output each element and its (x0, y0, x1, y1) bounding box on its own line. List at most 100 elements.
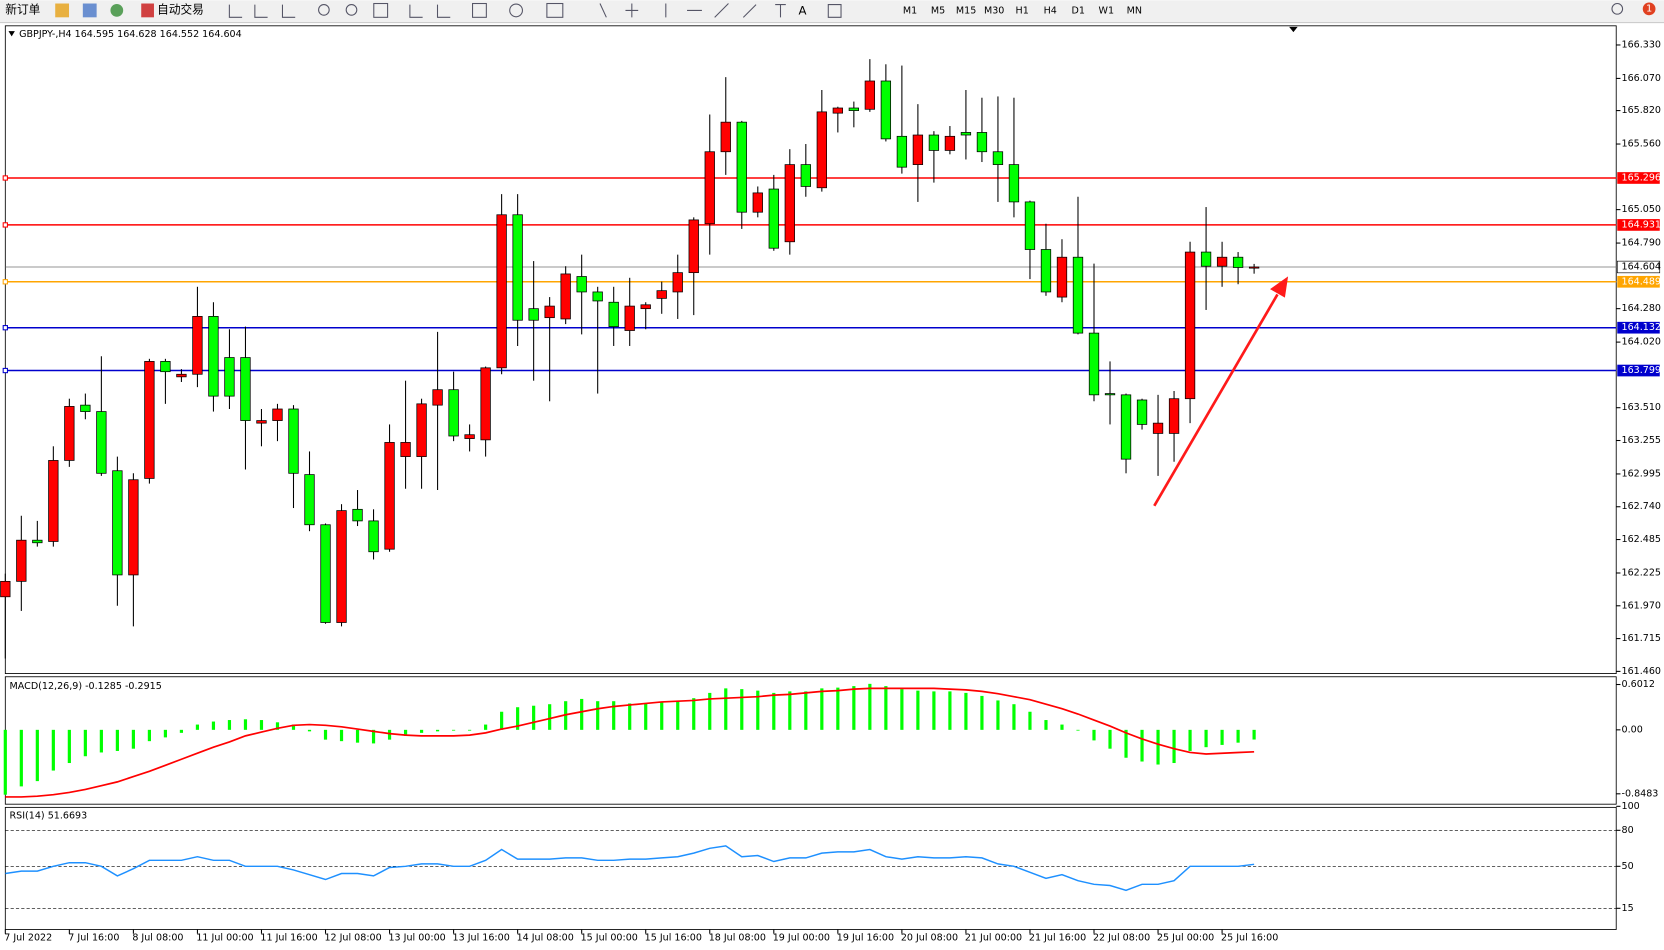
candle-body (80, 404, 91, 412)
macd-bar (179, 729, 184, 733)
timeframe-button[interactable]: H1 (1016, 5, 1029, 16)
candle-body (1152, 422, 1164, 434)
level-label-bg (1617, 364, 1660, 377)
candle-body (368, 520, 379, 553)
candle-body (1248, 266, 1260, 269)
macd-bar (1204, 729, 1208, 748)
candle-body (1120, 394, 1132, 460)
timeframe-button[interactable]: M5 (931, 5, 945, 16)
candle-body (160, 361, 171, 373)
timeframe-button[interactable]: MN (1127, 5, 1142, 16)
candle-body (240, 357, 251, 421)
macd-bar (868, 683, 872, 730)
macd-bar (884, 686, 888, 730)
candle-body (832, 107, 843, 114)
x-tick-label: 12 Jul 08:00 (324, 932, 381, 943)
macd-bar (1252, 729, 1256, 740)
macd-bar (259, 720, 264, 730)
timeframe-button[interactable]: D1 (1072, 5, 1085, 16)
x-tick-label: 11 Jul 16:00 (260, 932, 317, 943)
candle-body (1232, 256, 1244, 268)
candle-body (1104, 393, 1116, 396)
candle-body (928, 134, 940, 151)
x-tick-label: 7 Jul 2022 (4, 932, 52, 943)
level-label-bg (1617, 275, 1660, 288)
candle-body (144, 361, 155, 479)
macd-bar (676, 701, 680, 730)
candle-body (912, 134, 924, 165)
candle-body (720, 121, 731, 153)
x-tick-label: 13 Jul 16:00 (453, 932, 510, 943)
candle-body (1072, 256, 1084, 334)
level-handle (2, 175, 8, 181)
notification-badge[interactable] (1642, 2, 1656, 16)
macd-bar (195, 724, 200, 730)
macd-bar (1140, 729, 1144, 762)
text-tool: A (799, 3, 807, 17)
icon (228, 4, 296, 18)
symbol-marker (8, 31, 15, 37)
y-tick-label: 80 (1622, 825, 1634, 836)
candle-body (0, 580, 11, 598)
macd-bar (275, 722, 280, 730)
candle-body (944, 135, 956, 151)
macd-bar (419, 729, 424, 733)
macd-bar (35, 729, 39, 782)
new-order-button[interactable]: 新订单 (5, 2, 40, 16)
candle-body (768, 188, 779, 249)
y-tick-label: 164.790 (1622, 238, 1661, 249)
candle-body (288, 408, 299, 474)
candle-body (48, 460, 59, 542)
timeframe-button[interactable]: H4 (1044, 5, 1057, 16)
y-tick-label: 166.330 (1622, 39, 1661, 50)
candle-body (1008, 164, 1020, 203)
y-tick-label: 50 (1622, 861, 1634, 872)
rsi-pane (4, 806, 1617, 930)
level-handle (2, 367, 8, 374)
level-handle (2, 279, 8, 285)
y-tick-label: 163.255 (1622, 435, 1661, 446)
x-tick-label: 21 Jul 16:00 (1029, 932, 1086, 943)
macd-bar (916, 690, 920, 730)
timeframe-button[interactable]: M1 (903, 5, 917, 16)
macd-bar (804, 691, 808, 730)
level-label-bg (1617, 219, 1660, 231)
macd-bar (484, 724, 488, 730)
macd-bar (51, 729, 55, 771)
macd-bar (932, 691, 936, 730)
y-tick-label: -0.8483 (1622, 788, 1659, 799)
candle-body (528, 308, 539, 321)
icon (318, 4, 330, 16)
macd-bar (19, 729, 23, 787)
candle-body (864, 80, 876, 110)
level-label: 164.489 (1622, 276, 1661, 287)
candle-body (752, 192, 763, 213)
auto-trade-icon (141, 3, 154, 18)
candle-body (1136, 399, 1148, 425)
candle-body (464, 434, 475, 439)
macd-bar (1012, 704, 1016, 730)
signal-line (5, 687, 1255, 798)
candle-body (1040, 249, 1052, 293)
macd-bar (900, 689, 904, 730)
candle-body (896, 135, 908, 168)
x-tick-label: 15 Jul 16:00 (645, 932, 702, 943)
candle-body (1168, 398, 1180, 434)
timeframe-button[interactable]: W1 (1099, 5, 1115, 16)
auto-trade-button[interactable]: 自动交易 (157, 2, 204, 16)
candle-body (112, 470, 123, 576)
timeframe-button[interactable]: M15 (956, 5, 976, 16)
x-tick-label: 19 Jul 16:00 (837, 932, 894, 943)
macd-bar (756, 690, 760, 730)
timeframe-button[interactable]: M30 (984, 5, 1004, 16)
level-label: 165.296 (1622, 172, 1661, 183)
icon (55, 3, 70, 18)
y-tick-label: 161.715 (1622, 633, 1661, 644)
macd-bar (740, 689, 744, 730)
candle-body (784, 164, 795, 243)
macd-bar (500, 711, 504, 730)
candle-body (592, 291, 603, 302)
badge-count: 1 (1646, 3, 1652, 14)
